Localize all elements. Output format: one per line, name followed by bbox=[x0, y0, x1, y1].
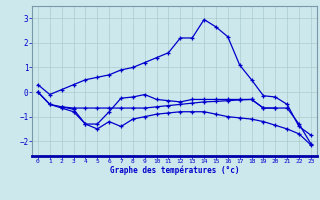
X-axis label: Graphe des températures (°c): Graphe des températures (°c) bbox=[110, 166, 239, 175]
